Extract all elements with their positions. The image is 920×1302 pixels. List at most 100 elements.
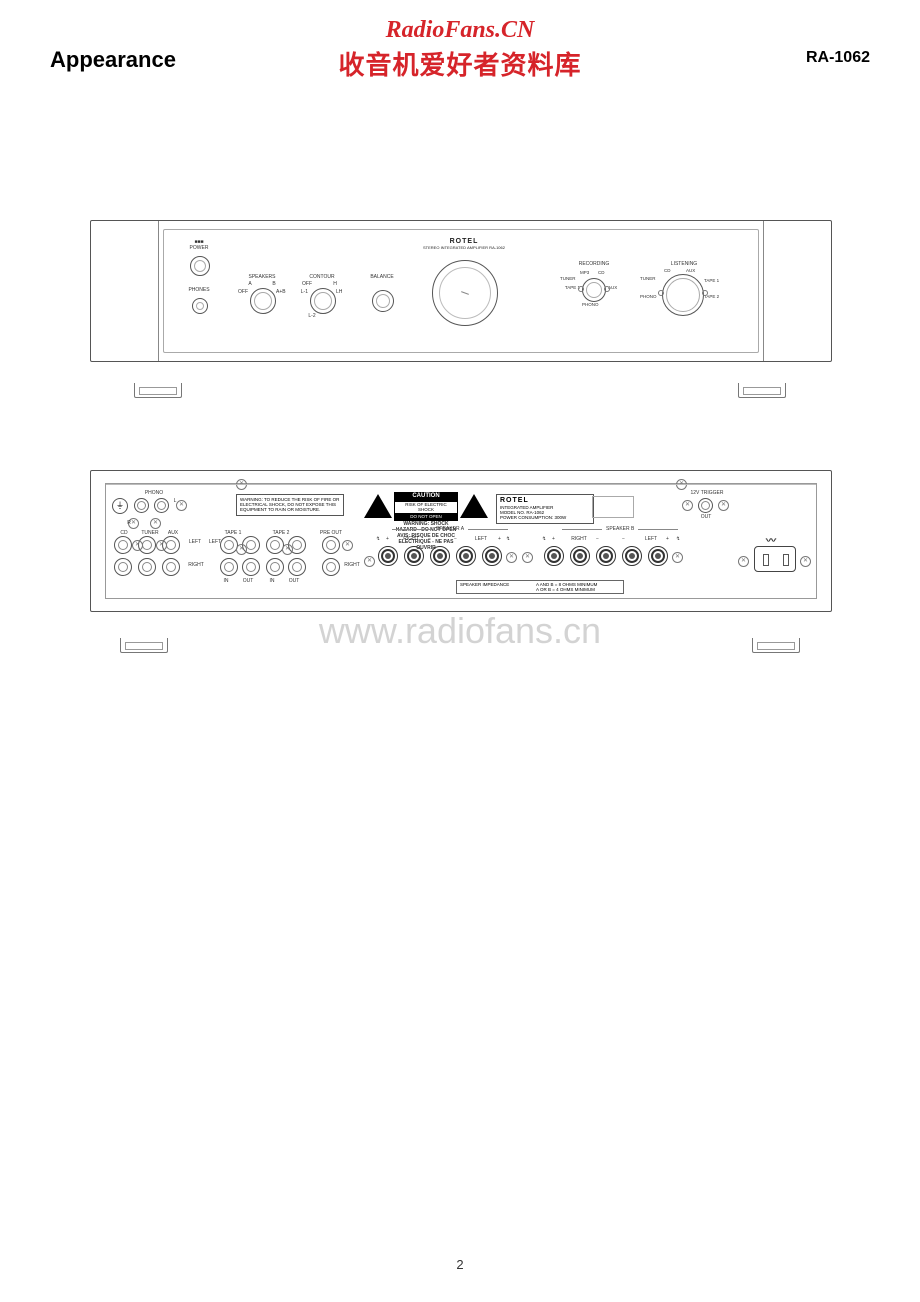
watermark-line2: 收音机爱好者资料库	[338, 45, 581, 82]
phono-label: PHONO	[134, 490, 174, 496]
phono-L: L	[172, 498, 178, 504]
tape-in2: IN	[266, 578, 278, 584]
spb-bolt2: ↯	[676, 536, 680, 542]
rear-foot-right	[752, 638, 800, 653]
tape-out1: OUT	[240, 578, 256, 584]
caution-title: CAUTION	[394, 492, 458, 501]
spk-a-right: RIGHT	[396, 536, 426, 542]
lst-tape2: TAPE 2	[704, 294, 728, 299]
spb-m1: −	[596, 536, 599, 542]
spa-r-neg	[404, 546, 424, 566]
spa-m1: −	[428, 536, 431, 542]
tp-scr2: ✕	[282, 544, 293, 555]
caution-triangle-right	[460, 494, 488, 518]
imp-title: SPEAKER IMPEDANCE	[460, 582, 509, 587]
spa-bolt1: ↯	[376, 536, 380, 542]
spa-l-pos	[482, 546, 502, 566]
spk-b: B	[270, 282, 278, 287]
rec-dot1	[578, 286, 584, 292]
phono-l	[134, 498, 149, 513]
spab-scr: ✕	[522, 552, 533, 563]
spk-a: A	[246, 282, 254, 287]
cd-r	[114, 558, 132, 576]
t1-in-r	[220, 558, 238, 576]
volume-dial	[432, 260, 498, 326]
power-label: POWER	[184, 246, 214, 251]
rear-faceplate: ✕ ✕ ⏚ PHONO ✕ L ✕ ✕ R WARNING: TO REDUCE…	[90, 470, 832, 612]
contour-knob	[310, 288, 336, 314]
ac-symbol: 〰	[766, 532, 776, 547]
url-watermark: www.radiofans.cn	[319, 610, 601, 652]
caution-block: CAUTION RISK OF ELECTRIC SHOCK DO NOT OP…	[394, 492, 458, 551]
front-faceplate: ■■■ POWER PHONES SPEAKERS OFF A B A+B CO…	[90, 220, 832, 362]
spb-scr: ✕	[672, 552, 683, 563]
ac-scr1: ✕	[738, 556, 749, 567]
caution-triangle-left	[364, 494, 392, 518]
tape-out2: OUT	[286, 578, 302, 584]
spa-m2: −	[454, 536, 457, 542]
recording-title: RECORDING	[564, 262, 624, 267]
pre-r	[322, 558, 340, 576]
spa-scr: ✕	[506, 552, 517, 563]
inputs-left: LEFT	[186, 539, 204, 545]
spk-a-left: LEFT	[466, 536, 496, 542]
caution-l1: RISK OF ELECTRIC SHOCK	[394, 501, 458, 515]
front-side-left	[91, 221, 159, 361]
ctr-l1: L-1	[296, 290, 308, 295]
imp-l2: A OR B = 4 OHMS MINIMUM	[536, 587, 595, 592]
listening-knob	[662, 274, 704, 316]
rear-foot-left	[120, 638, 168, 653]
spb-bolt1: ↯	[542, 536, 546, 542]
spb-l-pos	[648, 546, 668, 566]
impedance-box: SPEAKER IMPEDANCE A AND B = 8 OHMS MINIM…	[456, 580, 624, 594]
lst-aux: AUX	[686, 268, 700, 273]
rec-tuner: TUNER	[560, 276, 582, 281]
ctr-h: H	[330, 282, 340, 287]
rec-phono: PHONO	[582, 302, 606, 307]
rec-tape1: TAPE 1	[558, 285, 580, 290]
trigger-out: OUT	[696, 514, 716, 520]
spa-r-pos	[378, 546, 398, 566]
spa-p2: +	[498, 536, 501, 542]
phones-jack	[192, 298, 208, 314]
aux-r	[162, 558, 180, 576]
screw-t1: ✕	[682, 500, 693, 511]
lst-cd: CD	[664, 268, 676, 273]
model-number: RA-1062	[806, 49, 870, 67]
ground-terminal: ⏚	[112, 498, 128, 514]
ctr-lh: LH	[336, 290, 348, 295]
spb-spacer	[622, 546, 642, 566]
lst-tuner: TUNER	[640, 276, 662, 281]
spb-m2: −	[622, 536, 625, 542]
info-l3: POWER CONSUMPTION: 300W	[500, 515, 590, 520]
tape-in1: IN	[220, 578, 232, 584]
speakers-knob	[250, 288, 276, 314]
front-foot-left	[134, 383, 182, 398]
phono-R: R	[126, 520, 132, 526]
spk-b-left: LEFT	[636, 536, 666, 542]
ac-scr2: ✕	[800, 556, 811, 567]
cd-l	[114, 536, 132, 554]
spb-p2: +	[666, 536, 669, 542]
speakers-label: SPEAKERS	[242, 275, 282, 280]
page-number: 2	[456, 1257, 463, 1272]
rear-inner: ✕ ✕ ⏚ PHONO ✕ L ✕ ✕ R WARNING: TO REDUCE…	[105, 483, 817, 599]
in-scr2: ✕	[156, 540, 167, 551]
lst-dot1	[658, 290, 664, 296]
spk-off: OFF	[236, 290, 248, 295]
serial-box	[592, 496, 634, 518]
brand-text: ROTEL	[414, 238, 514, 245]
spa-bolt2: ↯	[506, 536, 510, 542]
pre-l	[322, 536, 340, 554]
trigger-jack	[698, 498, 713, 513]
balance-knob	[372, 290, 394, 312]
balance-label: BALANCE	[362, 275, 402, 280]
spa-l-neg	[430, 546, 450, 566]
tp-scr1: ✕	[236, 544, 247, 555]
spb-p1: +	[552, 536, 555, 542]
spk-a-title: SPEAKER A	[436, 526, 464, 532]
rec-dot2	[604, 286, 610, 292]
caution-l2: DO NOT OPEN	[394, 514, 458, 521]
brand-sub: STEREO INTEGRATED AMPLIFIER RA-1062	[414, 245, 514, 250]
t2-in-r	[266, 558, 284, 576]
